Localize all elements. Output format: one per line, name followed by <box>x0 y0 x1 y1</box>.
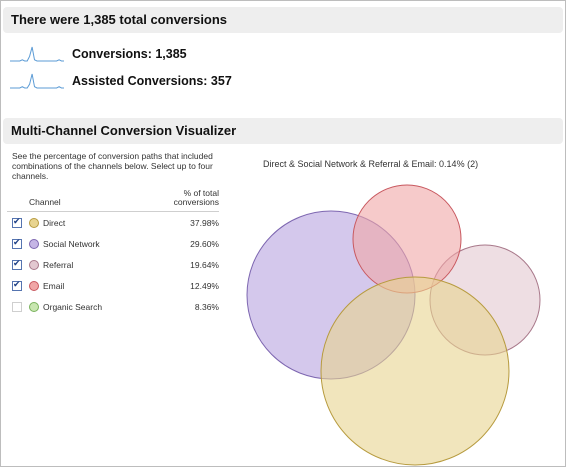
channel-pct-direct: 37.98% <box>190 217 219 228</box>
conversions-sparkline <box>10 46 64 62</box>
channel-row-social-network: Social Network 29.60% <box>7 233 219 254</box>
channel-table-header: Channel % of total conversions <box>7 189 219 212</box>
conversions-label: Conversions: 1,385 <box>72 47 187 61</box>
venn-circle-email[interactable] <box>352 184 462 294</box>
channel-pct-social-network: 29.60% <box>190 238 219 249</box>
color-dot-direct <box>29 217 39 228</box>
channel-label-direct: Direct <box>43 217 66 228</box>
channel-row-referral: Referral 19.64% <box>7 254 219 275</box>
assisted-conversions-label: Assisted Conversions: 357 <box>72 74 232 88</box>
checkbox-direct[interactable] <box>12 216 22 228</box>
channel-label-email: Email <box>43 280 65 291</box>
pct-column-header: % of total conversions <box>173 188 219 207</box>
color-dot-referral <box>29 259 39 270</box>
checkbox-referral[interactable] <box>12 258 22 270</box>
checkbox-social-network[interactable] <box>12 237 22 249</box>
summary-title: There were 1,385 total conversions <box>11 12 228 27</box>
channel-label-social-network: Social Network <box>43 238 100 249</box>
channel-row-organic-search: Organic Search 8.36% <box>7 296 219 317</box>
color-dot-organic-search <box>29 301 39 312</box>
channel-row-email: Email 12.49% <box>7 275 219 296</box>
venn-circle-direct[interactable] <box>320 276 510 466</box>
visualizer-header: Multi-Channel Conversion Visualizer <box>3 118 563 144</box>
color-dot-social-network <box>29 238 39 249</box>
channel-pct-email: 12.49% <box>190 280 219 291</box>
venn-intersection-label: Direct & Social Network & Referral & Ema… <box>263 159 479 169</box>
channel-pct-referral: 19.64% <box>190 259 219 270</box>
channel-column-header: Channel <box>29 197 61 207</box>
assisted-conversions-sparkline <box>10 73 64 89</box>
checkbox-organic-search[interactable] <box>12 301 22 312</box>
summary-header: There were 1,385 total conversions <box>3 7 563 33</box>
channel-pct-organic-search: 8.36% <box>194 301 219 312</box>
visualizer-title: Multi-Channel Conversion Visualizer <box>11 123 237 138</box>
checkbox-email[interactable] <box>12 279 22 291</box>
visualizer-description: See the percentage of conversion paths t… <box>12 151 213 181</box>
color-dot-email <box>29 280 39 291</box>
channel-label-organic-search: Organic Search <box>43 301 103 312</box>
channel-label-referral: Referral <box>43 259 74 270</box>
channel-row-direct: Direct 37.98% <box>7 212 219 234</box>
